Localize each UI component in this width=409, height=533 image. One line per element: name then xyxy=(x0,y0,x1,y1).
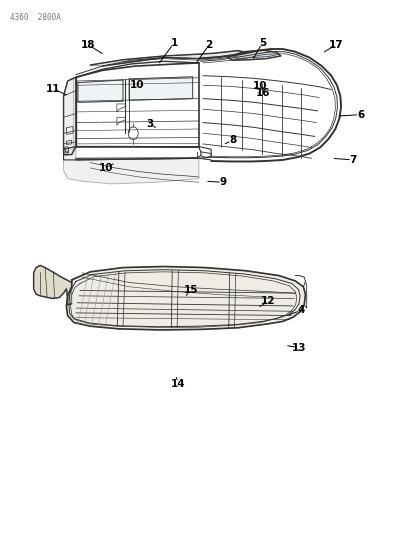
Text: 1: 1 xyxy=(170,38,178,47)
Text: 8: 8 xyxy=(229,135,236,145)
Text: 5: 5 xyxy=(258,38,265,47)
Text: 3: 3 xyxy=(146,119,153,128)
Polygon shape xyxy=(63,147,198,184)
Text: 13: 13 xyxy=(291,343,306,352)
Polygon shape xyxy=(66,266,305,330)
Text: 16: 16 xyxy=(255,88,270,98)
Text: 4: 4 xyxy=(297,305,304,315)
Text: 12: 12 xyxy=(261,296,275,306)
Text: 17: 17 xyxy=(328,40,343,50)
Text: 4360  2800A: 4360 2800A xyxy=(10,13,61,22)
Polygon shape xyxy=(227,50,280,60)
Polygon shape xyxy=(90,51,245,66)
Text: 10: 10 xyxy=(98,163,113,173)
Polygon shape xyxy=(129,77,192,100)
Text: 14: 14 xyxy=(171,379,185,389)
Text: 15: 15 xyxy=(183,286,198,295)
Text: 11: 11 xyxy=(46,84,61,94)
Text: 2: 2 xyxy=(205,40,212,50)
Polygon shape xyxy=(34,265,72,305)
Text: 9: 9 xyxy=(219,177,227,187)
Text: 10: 10 xyxy=(252,82,267,91)
Text: 10: 10 xyxy=(130,80,144,90)
Text: 6: 6 xyxy=(356,110,364,119)
Polygon shape xyxy=(63,77,74,155)
Polygon shape xyxy=(78,80,123,102)
Text: 7: 7 xyxy=(349,155,356,165)
Text: 18: 18 xyxy=(81,40,95,50)
